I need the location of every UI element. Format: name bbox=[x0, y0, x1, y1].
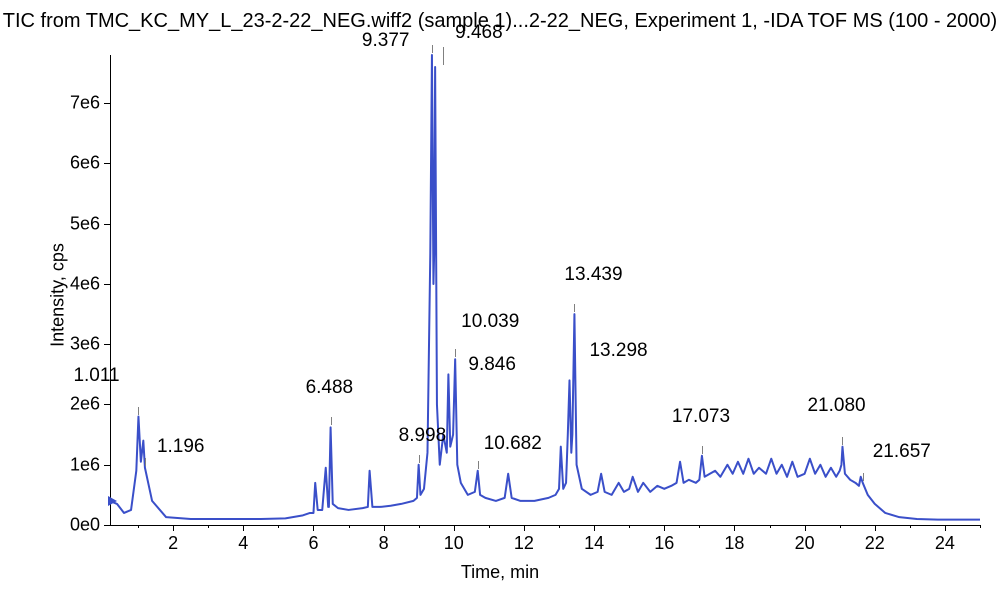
plot-area: 246810121416182022240e01e62e63e64e65e66e… bbox=[110, 55, 980, 525]
peak-label: 17.073 bbox=[672, 406, 730, 428]
x-tick-label: 18 bbox=[724, 533, 744, 554]
chromatogram-chart: TIC from TMC_KC_MY_L_23-2-22_NEG.wiff2 (… bbox=[0, 0, 1000, 589]
x-tick-label: 20 bbox=[795, 533, 815, 554]
peak-label: 9.846 bbox=[468, 354, 516, 376]
x-tick-label: 6 bbox=[308, 533, 318, 554]
x-minor-tick bbox=[629, 525, 630, 528]
tic-trace bbox=[110, 55, 980, 525]
peak-label: 10.682 bbox=[484, 433, 542, 455]
peak-label: 9.377 bbox=[362, 30, 410, 52]
x-tick-label: 22 bbox=[865, 533, 885, 554]
peak-tick bbox=[443, 47, 444, 65]
peak-label: 21.657 bbox=[873, 441, 931, 463]
y-tick-label: 6e6 bbox=[50, 153, 100, 174]
y-tick-label: 1e6 bbox=[50, 454, 100, 475]
x-minor-tick bbox=[349, 525, 350, 528]
peak-tick bbox=[331, 417, 332, 425]
y-axis-label: Intensity, cps bbox=[47, 243, 68, 347]
peak-label: 13.298 bbox=[589, 340, 647, 362]
peak-tick bbox=[574, 304, 575, 312]
peak-label: 8.998 bbox=[399, 425, 447, 447]
x-minor-tick bbox=[208, 525, 209, 528]
peak-label: 13.439 bbox=[564, 264, 622, 286]
x-tick bbox=[664, 525, 665, 531]
x-minor-tick bbox=[699, 525, 700, 528]
peak-label: 1.196 bbox=[157, 436, 205, 458]
x-tick bbox=[524, 525, 525, 531]
x-minor-tick bbox=[138, 525, 139, 528]
x-tick bbox=[594, 525, 595, 531]
y-tick-label: 7e6 bbox=[50, 93, 100, 114]
y-tick-label: 2e6 bbox=[50, 394, 100, 415]
peak-tick bbox=[138, 407, 139, 415]
x-minor-tick bbox=[770, 525, 771, 528]
x-minor-tick bbox=[278, 525, 279, 528]
x-tick bbox=[173, 525, 174, 531]
peak-tick bbox=[863, 473, 864, 481]
x-tick bbox=[243, 525, 244, 531]
x-tick-label: 2 bbox=[168, 533, 178, 554]
x-tick-label: 14 bbox=[584, 533, 604, 554]
x-tick-label: 10 bbox=[444, 533, 464, 554]
peak-tick bbox=[432, 45, 433, 53]
peak-label: 9.468 bbox=[455, 22, 503, 44]
peak-tick bbox=[478, 461, 479, 469]
x-minor-tick bbox=[980, 525, 981, 528]
x-tick bbox=[313, 525, 314, 531]
x-minor-tick bbox=[910, 525, 911, 528]
x-tick-label: 8 bbox=[379, 533, 389, 554]
peak-label: 10.039 bbox=[461, 311, 519, 333]
x-minor-tick bbox=[559, 525, 560, 528]
x-tick bbox=[945, 525, 946, 531]
peak-tick bbox=[419, 455, 420, 463]
x-tick bbox=[734, 525, 735, 531]
peak-tick bbox=[145, 458, 146, 466]
y-tick-label: 5e6 bbox=[50, 213, 100, 234]
x-tick-label: 24 bbox=[935, 533, 955, 554]
peak-tick bbox=[842, 437, 843, 445]
x-tick bbox=[384, 525, 385, 531]
y-tick-label: 0e0 bbox=[50, 515, 100, 536]
peak-label: 21.080 bbox=[807, 395, 865, 417]
y-tick bbox=[104, 525, 110, 526]
x-axis-label: Time, min bbox=[0, 562, 1000, 583]
x-tick-label: 12 bbox=[514, 533, 534, 554]
peak-tick bbox=[455, 349, 456, 357]
peak-label: 1.011 bbox=[73, 365, 119, 387]
y-tick-label: 3e6 bbox=[50, 334, 100, 355]
x-tick-label: 4 bbox=[238, 533, 248, 554]
x-tick-label: 16 bbox=[654, 533, 674, 554]
x-minor-tick bbox=[419, 525, 420, 528]
x-tick bbox=[454, 525, 455, 531]
x-minor-tick bbox=[489, 525, 490, 528]
peak-label: 6.488 bbox=[306, 377, 354, 399]
x-tick bbox=[805, 525, 806, 531]
y-tick-label: 4e6 bbox=[50, 273, 100, 294]
peak-tick bbox=[702, 446, 703, 454]
x-minor-tick bbox=[840, 525, 841, 528]
x-tick bbox=[875, 525, 876, 531]
x-axis-line bbox=[110, 525, 980, 526]
